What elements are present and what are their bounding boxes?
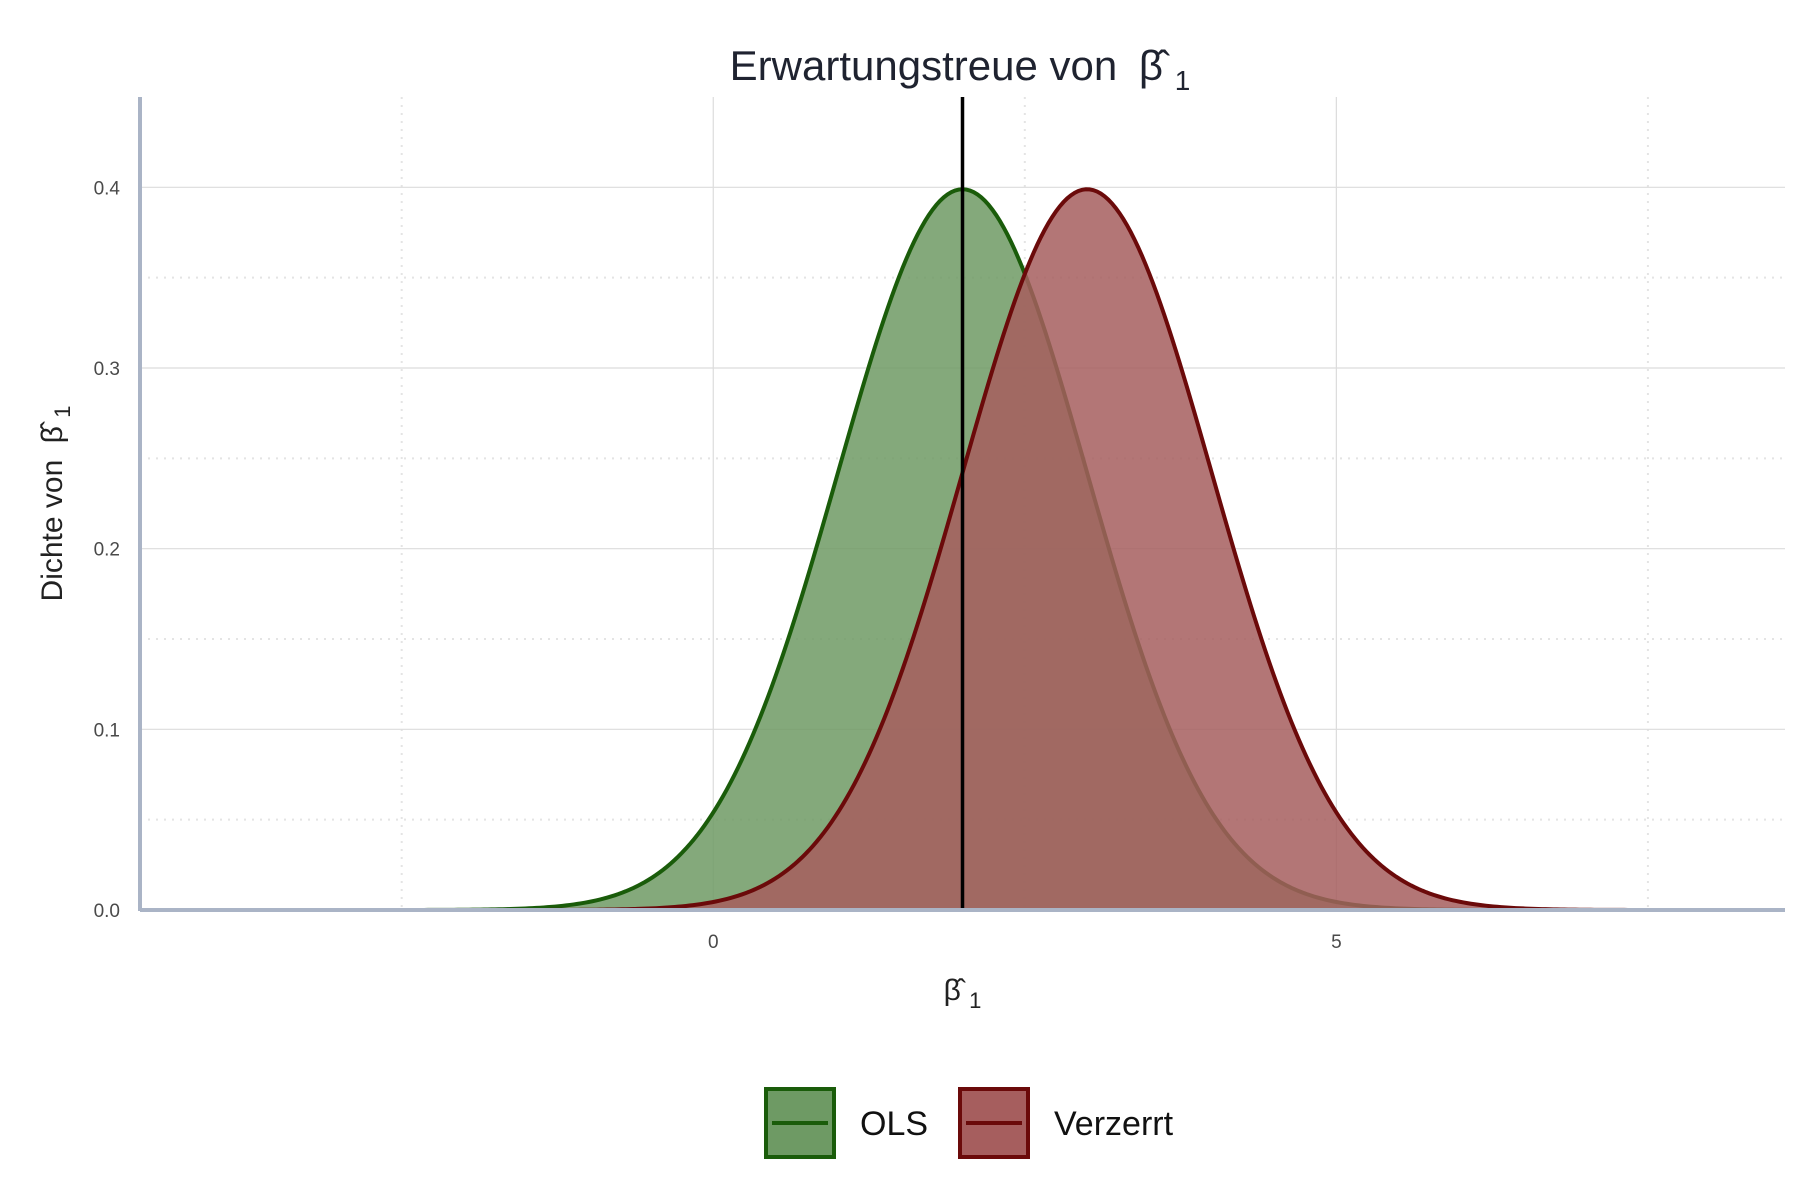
y-tick-label: 0.0 [94, 901, 120, 922]
y-axis-title-symbol: β̂ [36, 421, 69, 443]
axes: 0.0 0.1 0.2 0.3 0.4 0 5 [94, 97, 1785, 953]
legend: OLS Verzerrt [764, 1087, 1174, 1159]
legend-item-verzerrt[interactable]: Verzerrt [958, 1087, 1174, 1159]
chart-title-symbol: β̂ [1139, 42, 1170, 89]
legend-item-ols[interactable]: OLS [764, 1087, 928, 1159]
density-areas [214, 97, 1711, 912]
chart-title-subscript: 1 [1175, 65, 1191, 96]
y-tick-label: 0.2 [94, 540, 120, 561]
y-tick-label: 0.3 [94, 359, 120, 380]
x-axis-title-subscript: 1 [969, 988, 981, 1013]
y-axis-title-text: Dichte von [36, 460, 69, 602]
y-axis-title-subscript: 1 [50, 406, 75, 418]
x-tick-label: 5 [1331, 932, 1342, 953]
x-axis-title: β̂ 1 [944, 974, 982, 1013]
y-tick-label: 0.1 [94, 720, 120, 741]
chart-title: Erwartungstreue von β̂ 1 [730, 42, 1191, 96]
x-tick-label: 0 [708, 932, 719, 953]
y-axis-title: Dichte von β̂ 1 [36, 406, 75, 602]
x-axis-title-symbol: β̂ [944, 974, 966, 1007]
y-tick-label: 0.4 [94, 178, 121, 199]
legend-label-ols: OLS [860, 1105, 928, 1143]
chart-title-text: Erwartungstreue von [730, 42, 1118, 89]
legend-label-verzerrt: Verzerrt [1054, 1105, 1174, 1143]
